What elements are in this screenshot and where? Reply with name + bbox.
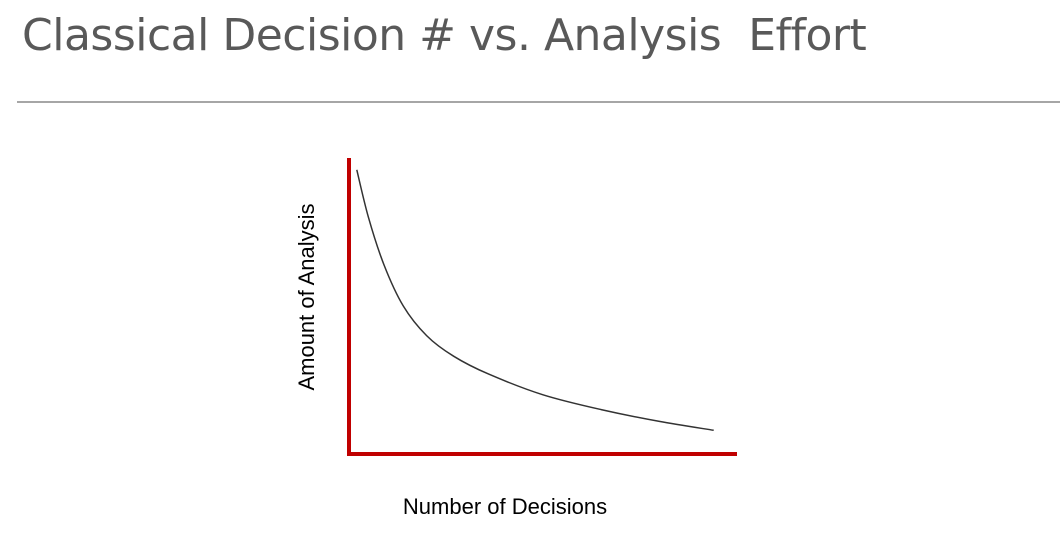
- y-axis-label: Amount of Analysis: [294, 203, 319, 390]
- plot-area: [347, 158, 737, 456]
- title-divider: [17, 101, 1060, 103]
- slide-title: Classical Decision # vs. Analysis Effort: [22, 10, 867, 61]
- analysis-curve: [356, 169, 714, 432]
- x-axis-label: Number of Decisions: [403, 494, 607, 519]
